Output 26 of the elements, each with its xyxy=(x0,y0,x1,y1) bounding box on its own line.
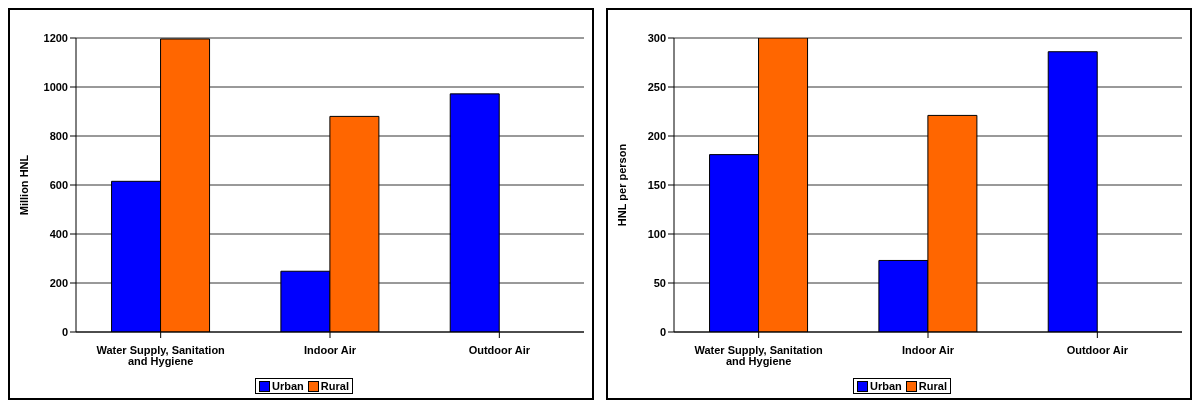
y-tick-label: 250 xyxy=(647,80,666,93)
legend-label: Rural xyxy=(319,380,349,392)
y-tick-label: 400 xyxy=(49,227,68,240)
legend-label: Rural xyxy=(917,380,947,392)
y-tick-label: 800 xyxy=(49,129,68,142)
x-tick-label: Water Supply, Sanitation and Hygiene xyxy=(694,343,824,367)
y-tick-label: 600 xyxy=(49,178,68,191)
y-tick-label: 150 xyxy=(647,178,666,191)
x-tick-label: Outdoor Air xyxy=(468,343,531,356)
y-tick-label: 1200 xyxy=(43,31,68,44)
y-tick-label: 200 xyxy=(647,129,666,142)
x-tick-label: Indoor Air xyxy=(303,343,357,356)
legend-label: Urban xyxy=(869,380,902,392)
y-tick-label: 1000 xyxy=(43,80,68,93)
x-tick-label: Water Supply, Sanitation and Hygiene xyxy=(96,343,226,367)
y-axis-title: HNL per person xyxy=(615,143,628,227)
legend-label: Urban xyxy=(271,380,304,392)
y-tick-label: 100 xyxy=(647,227,666,240)
y-tick-label: 0 xyxy=(61,325,68,338)
y-tick-label: 0 xyxy=(659,325,666,338)
x-tick-label: Outdoor Air xyxy=(1066,343,1129,356)
x-tick-label: Indoor Air xyxy=(901,343,955,356)
y-tick-label: 300 xyxy=(647,31,666,44)
y-tick-label: 50 xyxy=(653,276,666,289)
y-axis-title: Million HNL xyxy=(17,154,30,216)
y-tick-label: 200 xyxy=(49,276,68,289)
